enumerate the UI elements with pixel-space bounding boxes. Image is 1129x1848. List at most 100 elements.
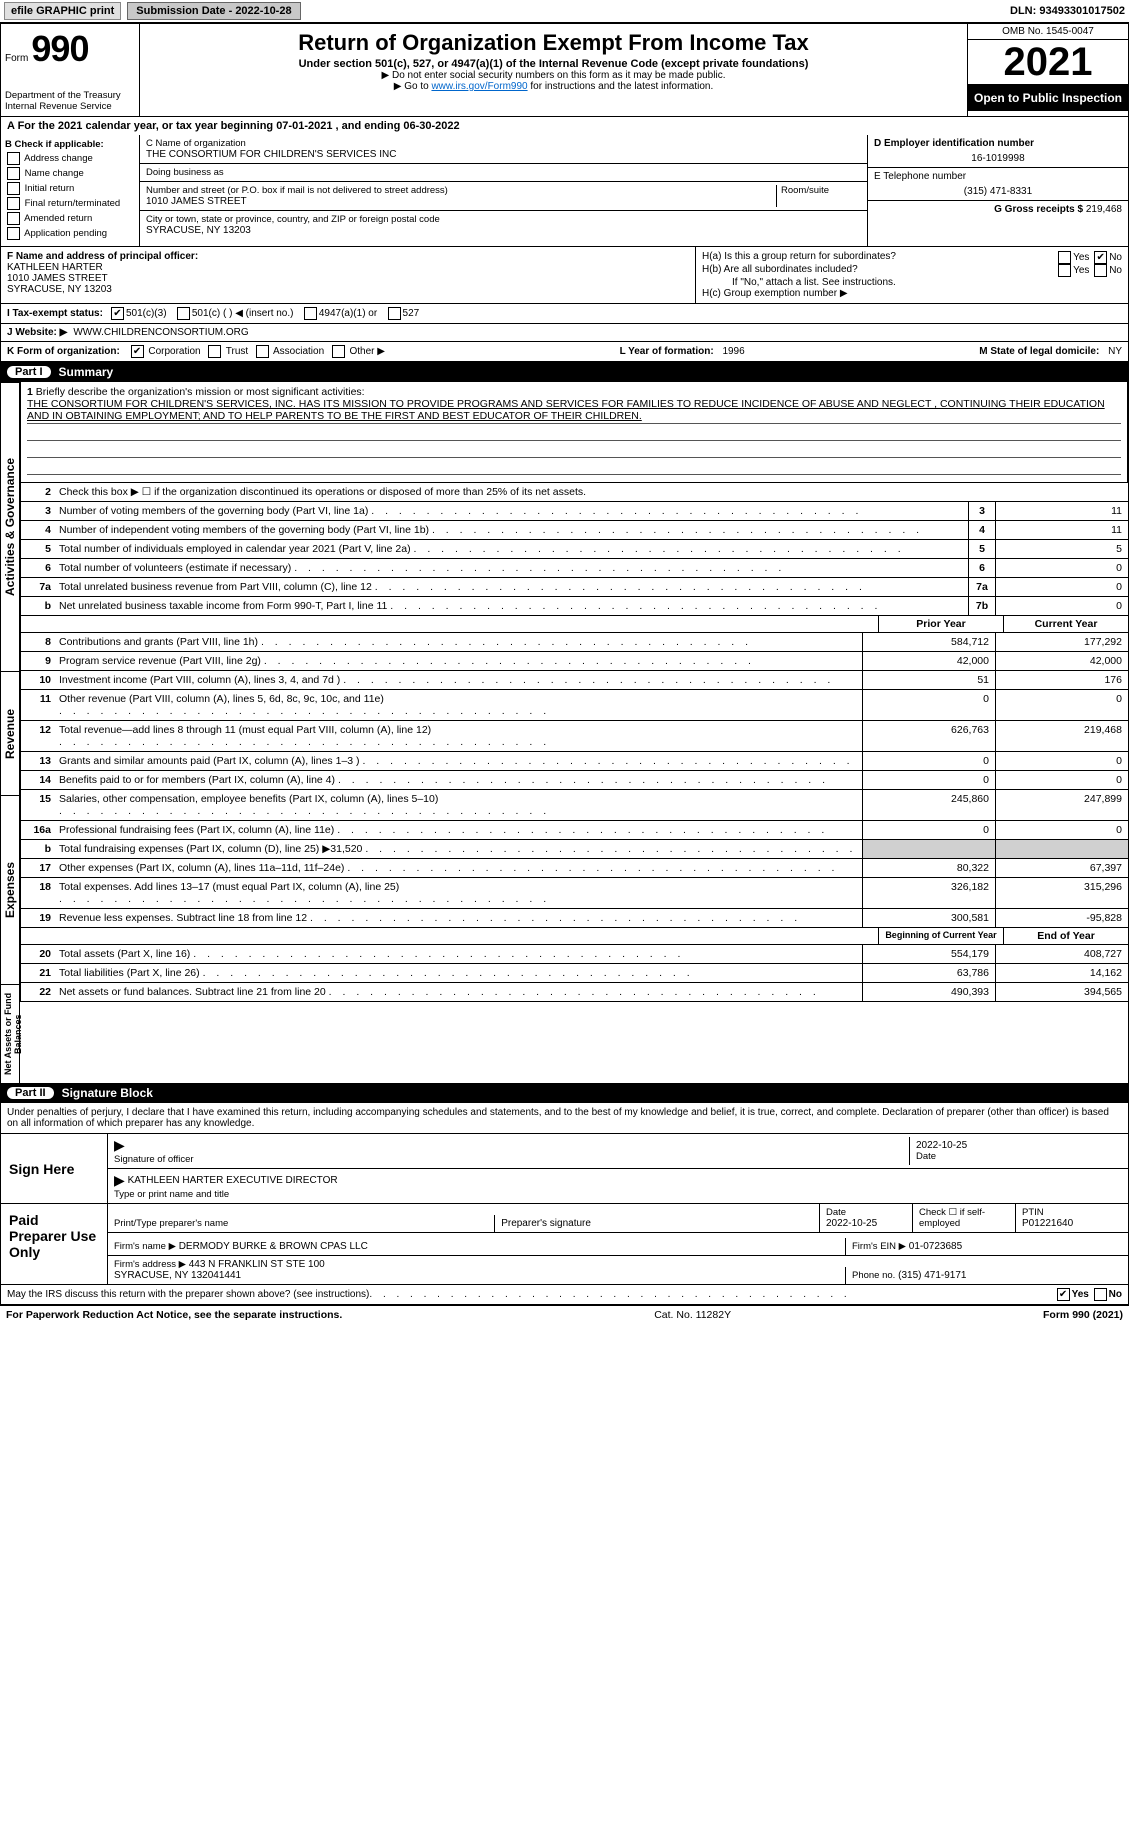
ptin-label: PTIN — [1022, 1207, 1122, 1218]
hc-label: H(c) Group exemption number ▶ — [702, 288, 1122, 299]
col-f: F Name and address of principal officer:… — [1, 247, 695, 303]
501c3-checkbox[interactable] — [111, 307, 124, 320]
colb-item: Address change — [5, 152, 135, 165]
opt-501c: 501(c) ( ) ◀ (insert no.) — [192, 308, 294, 319]
row-klm: K Form of organization: Corporation Trus… — [0, 342, 1129, 362]
summary-line: 18Total expenses. Add lines 13–17 (must … — [20, 878, 1128, 909]
efile-label: efile GRAPHIC print — [4, 2, 121, 20]
trust-checkbox[interactable] — [208, 345, 221, 358]
col-h: H(a) Is this a group return for subordin… — [695, 247, 1128, 303]
submission-date-btn[interactable]: Submission Date - 2022-10-28 — [127, 2, 300, 20]
year-formation: 1996 — [722, 346, 744, 357]
part2-title: Signature Block — [62, 1086, 153, 1100]
city-value: SYRACUSE, NY 13203 — [146, 225, 861, 236]
form-number: 990 — [31, 28, 88, 69]
footer-left: For Paperwork Reduction Act Notice, see … — [6, 1309, 342, 1321]
discuss-no-checkbox[interactable] — [1094, 1288, 1107, 1301]
corp-checkbox[interactable] — [131, 345, 144, 358]
summary-body: 1 Briefly describe the organization's mi… — [20, 382, 1129, 1083]
state-domicile: NY — [1108, 346, 1122, 357]
ein-value: 16-1019998 — [874, 149, 1122, 164]
col-b-checkboxes: B Check if applicable: Address change Na… — [1, 135, 140, 246]
vlabel-governance: Activities & Governance — [0, 382, 20, 671]
hb-no-checkbox[interactable] — [1094, 264, 1107, 277]
discuss-label: May the IRS discuss this return with the… — [7, 1289, 369, 1300]
year-box: OMB No. 1545-0047 2021 Open to Public In… — [967, 24, 1128, 116]
summary-line: 20Total assets (Part X, line 16) 554,179… — [20, 945, 1128, 964]
summary-line: 16aProfessional fundraising fees (Part I… — [20, 821, 1128, 840]
row-k: K Form of organization: Corporation Trus… — [7, 345, 385, 358]
501c-checkbox[interactable] — [177, 307, 190, 320]
colb-checkbox[interactable] — [7, 182, 20, 195]
colb-checkbox[interactable] — [7, 212, 20, 225]
note2-post: for instructions and the latest informat… — [528, 81, 714, 92]
527-checkbox[interactable] — [388, 307, 401, 320]
gov-line: 5Total number of individuals employed in… — [20, 540, 1128, 559]
form-header: Form 990 Department of the Treasury Inte… — [0, 23, 1129, 117]
colb-item: Name change — [5, 167, 135, 180]
vlabel-expenses: Expenses — [0, 795, 20, 984]
colb-item: Amended return — [5, 212, 135, 225]
omb-number: OMB No. 1545-0047 — [968, 24, 1128, 40]
current-year-header: Current Year — [1003, 616, 1128, 632]
ein-cell: D Employer identification number 16-1019… — [868, 135, 1128, 168]
4947-checkbox[interactable] — [304, 307, 317, 320]
officer-name-title: KATHLEEN HARTER EXECUTIVE DIRECTOR — [128, 1175, 338, 1186]
form-note-link: ▶ Go to www.irs.gov/Form990 for instruct… — [144, 81, 963, 92]
opt-501c3: 501(c)(3) — [126, 308, 167, 319]
summary-line: 15Salaries, other compensation, employee… — [20, 790, 1128, 821]
summary-line: 21Total liabilities (Part X, line 26) 63… — [20, 964, 1128, 983]
gov-line: 3Number of voting members of the governi… — [20, 502, 1128, 521]
org-name: THE CONSORTIUM FOR CHILDREN'S SERVICES I… — [146, 149, 861, 160]
hb-yes-checkbox[interactable] — [1058, 264, 1071, 277]
colb-checkbox[interactable] — [7, 227, 20, 240]
mission-box: 1 Briefly describe the organization's mi… — [20, 382, 1128, 483]
col-b-title: B Check if applicable: — [5, 139, 135, 150]
addr-cell: Number and street (or P.O. box if mail i… — [140, 182, 867, 211]
prep-sig-label: Preparer's signature — [494, 1215, 819, 1232]
row-m: M State of legal domicile: NY — [979, 346, 1122, 357]
ha-no-checkbox[interactable] — [1094, 251, 1107, 264]
other-checkbox[interactable] — [332, 345, 345, 358]
gov-line: 6Total number of volunteers (estimate if… — [20, 559, 1128, 578]
row-j: J Website: ▶ WWW.CHILDRENCONSORTIUM.ORG — [0, 324, 1129, 342]
summary-line: 14Benefits paid to or for members (Part … — [20, 771, 1128, 790]
mission-num: 1 — [27, 386, 33, 398]
summary-grid: Activities & Governance Revenue Expenses… — [0, 382, 1129, 1083]
firm-phone: (315) 471-9171 — [898, 1270, 966, 1281]
ha-label: H(a) Is this a group return for subordin… — [702, 251, 896, 264]
street-address: 1010 JAMES STREET — [146, 196, 776, 207]
room-label: Room/suite — [781, 185, 861, 196]
part1-header: Part I Summary — [0, 362, 1129, 382]
mission-label: Briefly describe the organization's miss… — [36, 386, 365, 398]
website-value: WWW.CHILDRENCONSORTIUM.ORG — [73, 327, 248, 338]
sig-date-value: 2022-10-25 — [916, 1140, 1116, 1151]
summary-line: 12Total revenue—add lines 8 through 11 (… — [20, 721, 1128, 752]
irs-link[interactable]: www.irs.gov/Form990 — [431, 81, 527, 92]
gov-line: 7aTotal unrelated business revenue from … — [20, 578, 1128, 597]
firm-phone-label: Phone no. — [852, 1270, 895, 1281]
form-subtitle: Under section 501(c), 527, or 4947(a)(1)… — [144, 58, 963, 70]
form-word: Form — [5, 53, 28, 64]
ein-label: D Employer identification number — [874, 138, 1122, 149]
discuss-yes-checkbox[interactable] — [1057, 1288, 1070, 1301]
gross-value: 219,468 — [1086, 204, 1122, 215]
org-name-label: C Name of organization — [146, 138, 861, 149]
part2-num: Part II — [7, 1087, 54, 1099]
colb-checkbox[interactable] — [7, 197, 20, 210]
col-d: D Employer identification number 16-1019… — [867, 135, 1128, 246]
na-headers: Beginning of Current Year End of Year — [20, 928, 1128, 945]
hb-label: H(b) Are all subordinates included? — [702, 264, 858, 277]
website-label: J Website: ▶ — [7, 327, 67, 338]
prep-date-label: Date — [826, 1207, 906, 1218]
firm-addr-label: Firm's address ▶ — [114, 1259, 186, 1270]
summary-line: 10Investment income (Part VIII, column (… — [20, 671, 1128, 690]
assoc-checkbox[interactable] — [256, 345, 269, 358]
ha-yes-checkbox[interactable] — [1058, 251, 1071, 264]
part1-num: Part I — [7, 366, 51, 378]
colb-checkbox[interactable] — [7, 152, 20, 165]
colb-checkbox[interactable] — [7, 167, 20, 180]
prior-year-header: Prior Year — [878, 616, 1003, 632]
year-headers: Prior Year Current Year — [20, 616, 1128, 633]
row-i: I Tax-exempt status: 501(c)(3) 501(c) ( … — [0, 304, 1129, 324]
